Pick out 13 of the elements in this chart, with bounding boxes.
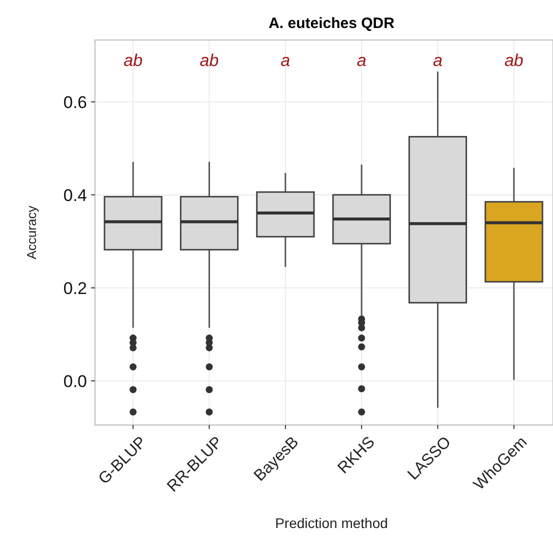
y-axis-title: Accuracy (24, 205, 39, 260)
annotation: ab (124, 50, 143, 70)
y-tick-label: 0.0 (63, 372, 87, 391)
annotation: a (433, 50, 442, 70)
annotation: a (356, 50, 366, 70)
chart-title: A. euteiches QDR (268, 15, 395, 32)
y-tick-label: 0.4 (63, 186, 87, 205)
y-tick-label: 0.2 (63, 278, 87, 298)
x-axis-title: Prediction method (275, 515, 388, 531)
annotation: a (280, 50, 290, 70)
annotation: ab (504, 50, 524, 70)
annotation: ab (200, 50, 219, 70)
y-tick-label: 0.6 (63, 92, 87, 112)
